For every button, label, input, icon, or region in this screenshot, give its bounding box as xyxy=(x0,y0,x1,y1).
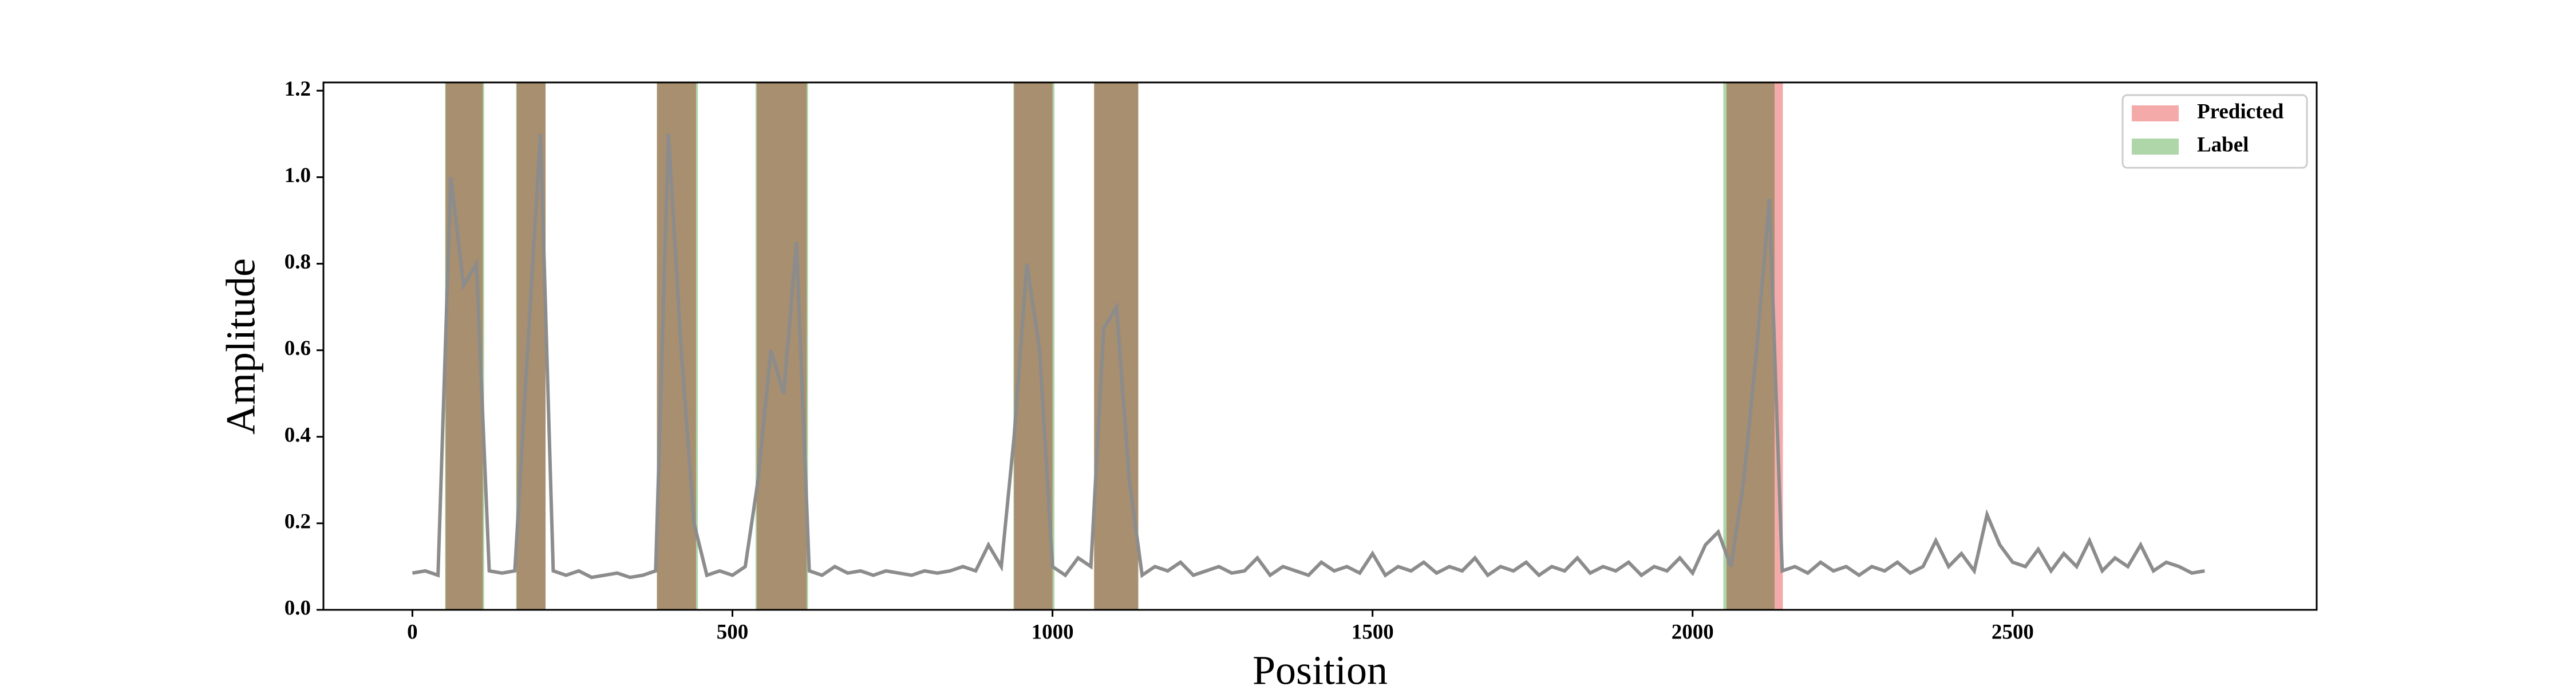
x-tick-label: 0 xyxy=(407,620,418,644)
region-span xyxy=(445,82,484,610)
legend-label: Label xyxy=(2197,133,2249,156)
x-tick-label: 500 xyxy=(717,620,749,644)
region-span xyxy=(1094,82,1139,610)
plot-frame xyxy=(322,81,2318,611)
y-tick-label: 0.4 xyxy=(285,423,311,447)
legend-swatch xyxy=(2132,105,2179,121)
y-tick-label: 0.8 xyxy=(285,250,311,274)
signal-line xyxy=(412,133,2205,579)
x-tick-label: 2500 xyxy=(1992,620,2034,644)
x-tick-label: 2000 xyxy=(1672,620,1714,644)
y-tick-label: 0.2 xyxy=(285,510,311,533)
y-tick-label: 0.0 xyxy=(285,596,311,620)
x-axis-label: Position xyxy=(1253,648,1388,687)
legend-label: Predicted xyxy=(2197,100,2284,123)
legend-swatch xyxy=(2132,139,2179,155)
y-axis-label: Amplitude xyxy=(218,258,264,435)
x-tick-label: 1500 xyxy=(1352,620,1394,644)
region-span xyxy=(1723,82,1775,610)
x-tick-label: 1000 xyxy=(1032,620,1074,644)
y-tick-label: 1.2 xyxy=(285,77,311,101)
plot xyxy=(412,82,2205,610)
y-tick-label: 0.6 xyxy=(285,337,311,360)
y-tick-label: 1.0 xyxy=(285,164,311,187)
